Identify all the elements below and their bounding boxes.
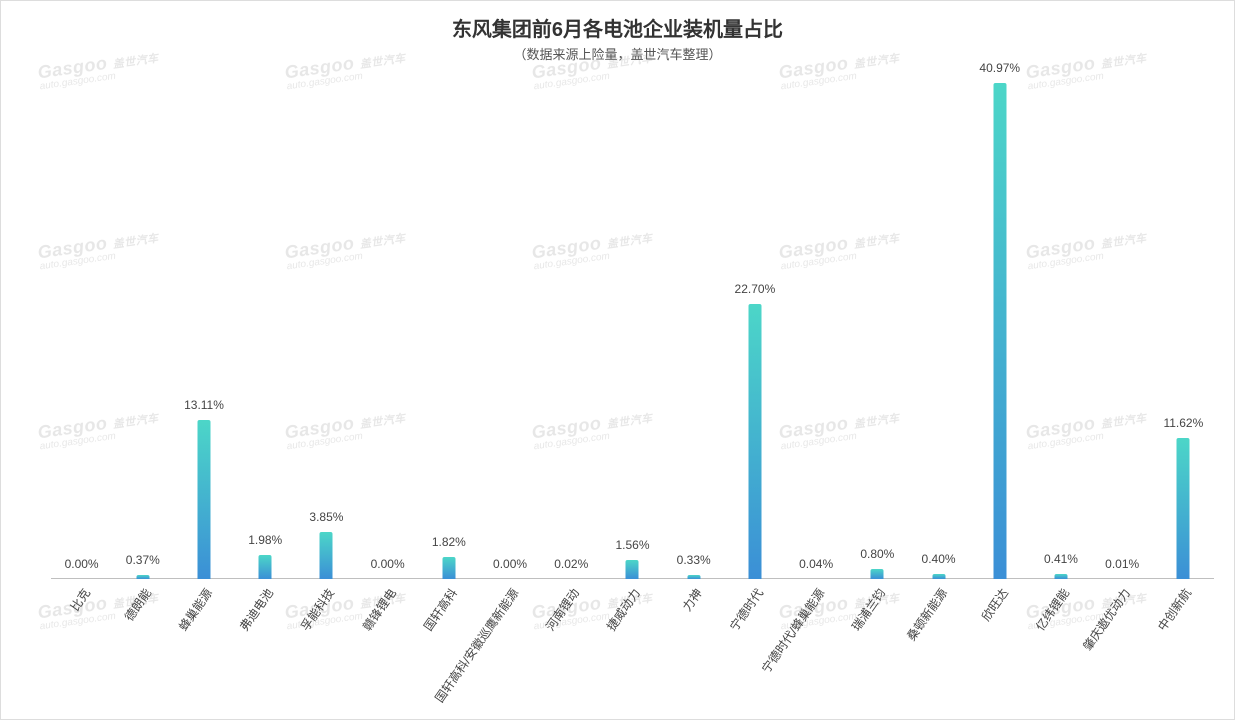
bar-slot: 1.82%国轩高科 bbox=[418, 71, 479, 579]
bar-value-label: 0.04% bbox=[799, 557, 833, 571]
bar-slot: 0.33%力神 bbox=[663, 71, 724, 579]
category-label: 孚能科技 bbox=[297, 585, 338, 634]
category-label: 河南锂动 bbox=[542, 585, 583, 634]
bar-value-label: 0.37% bbox=[126, 553, 160, 567]
plot-area: 0.00%比克0.37%德朗能13.11%蜂巢能源1.98%弗迪电池3.85%孚… bbox=[51, 71, 1214, 579]
bar bbox=[320, 532, 333, 579]
bar-value-label: 0.40% bbox=[922, 552, 956, 566]
bar bbox=[932, 574, 945, 579]
bar-slot: 13.11%蜂巢能源 bbox=[173, 71, 234, 579]
bar-slot: 11.62%中创新航 bbox=[1153, 71, 1214, 579]
bar-value-label: 0.01% bbox=[1105, 557, 1139, 571]
bar-value-label: 0.02% bbox=[554, 557, 588, 571]
category-label: 中创新航 bbox=[1154, 585, 1195, 634]
category-label: 比克 bbox=[66, 585, 94, 614]
chart-subtitle: （数据来源上险量，盖世汽车整理） bbox=[1, 44, 1234, 63]
bar-value-label: 40.97% bbox=[979, 61, 1020, 75]
category-label: 国轩高科 bbox=[419, 585, 460, 634]
category-label: 德朗能 bbox=[120, 585, 155, 624]
category-label: 桑顿新能源 bbox=[902, 585, 950, 644]
category-label: 肇庆遨优动力 bbox=[1079, 585, 1134, 654]
bar-value-label: 1.82% bbox=[432, 535, 466, 549]
category-label: 欣旺达 bbox=[977, 585, 1012, 624]
category-label: 蜂巢能源 bbox=[174, 585, 215, 634]
bar-value-label: 0.80% bbox=[860, 547, 894, 561]
bar bbox=[1177, 438, 1190, 579]
bar bbox=[259, 555, 272, 579]
bar-slot: 0.00%赣锋锂电 bbox=[357, 71, 418, 579]
bar-value-label: 1.56% bbox=[615, 538, 649, 552]
bar-slot: 0.37%德朗能 bbox=[112, 71, 173, 579]
bar bbox=[198, 420, 211, 579]
bar bbox=[626, 560, 639, 579]
bar-value-label: 1.98% bbox=[248, 533, 282, 547]
bar-slot: 22.70%宁德时代 bbox=[724, 71, 785, 579]
chart-titles: 东风集团前6月各电池企业装机量占比 （数据来源上险量，盖世汽车整理） bbox=[1, 13, 1234, 63]
bar-slot: 0.01%肇庆遨优动力 bbox=[1092, 71, 1153, 579]
bar-value-label: 0.00% bbox=[65, 557, 99, 571]
bar bbox=[1054, 574, 1067, 579]
bar-slot: 1.56%捷威动力 bbox=[602, 71, 663, 579]
bar-value-label: 0.33% bbox=[677, 553, 711, 567]
bar-slot: 0.41%亿纬锂能 bbox=[1030, 71, 1091, 579]
bar-value-label: 0.41% bbox=[1044, 552, 1078, 566]
bar-slot: 0.02%河南锂动 bbox=[541, 71, 602, 579]
category-label: 宁德时代/蜂巢能源 bbox=[757, 585, 828, 676]
bar-value-label: 11.62% bbox=[1163, 416, 1203, 430]
bar bbox=[136, 575, 149, 579]
bar-slot: 0.40%桑顿新能源 bbox=[908, 71, 969, 579]
category-label: 瑞浦兰钧 bbox=[848, 585, 889, 634]
bar-value-label: 3.85% bbox=[309, 510, 343, 524]
bar-value-label: 13.11% bbox=[184, 398, 224, 412]
bar-slot: 3.85%孚能科技 bbox=[296, 71, 357, 579]
bar bbox=[993, 83, 1006, 579]
category-label: 赣锋锂电 bbox=[358, 585, 399, 634]
bar bbox=[687, 575, 700, 579]
bar-chart-container: Gasgoo 盖世汽车auto.gasgoo.comGasgoo 盖世汽车aut… bbox=[0, 0, 1235, 720]
bar-slot: 40.97%欣旺达 bbox=[969, 71, 1030, 579]
bar bbox=[871, 569, 884, 579]
bar-value-label: 0.00% bbox=[371, 557, 405, 571]
bar-slot: 1.98%弗迪电池 bbox=[235, 71, 296, 579]
category-label: 捷威动力 bbox=[603, 585, 644, 634]
category-label: 亿纬锂能 bbox=[1031, 585, 1072, 634]
chart-title: 东风集团前6月各电池企业装机量占比 bbox=[1, 13, 1234, 42]
bar-slot: 0.80%瑞浦兰钧 bbox=[847, 71, 908, 579]
bar-slot: 0.00%国轩高科/安徽巡鹰新能源 bbox=[479, 71, 540, 579]
bar bbox=[442, 557, 455, 579]
bar-slot: 0.00%比克 bbox=[51, 71, 112, 579]
category-label: 宁德时代 bbox=[725, 585, 766, 634]
category-label: 力神 bbox=[678, 585, 706, 614]
bar bbox=[748, 304, 761, 579]
bar-value-label: 22.70% bbox=[735, 282, 776, 296]
category-label: 弗迪电池 bbox=[236, 585, 277, 634]
bar-slot: 0.04%宁德时代/蜂巢能源 bbox=[786, 71, 847, 579]
bar-value-label: 0.00% bbox=[493, 557, 527, 571]
